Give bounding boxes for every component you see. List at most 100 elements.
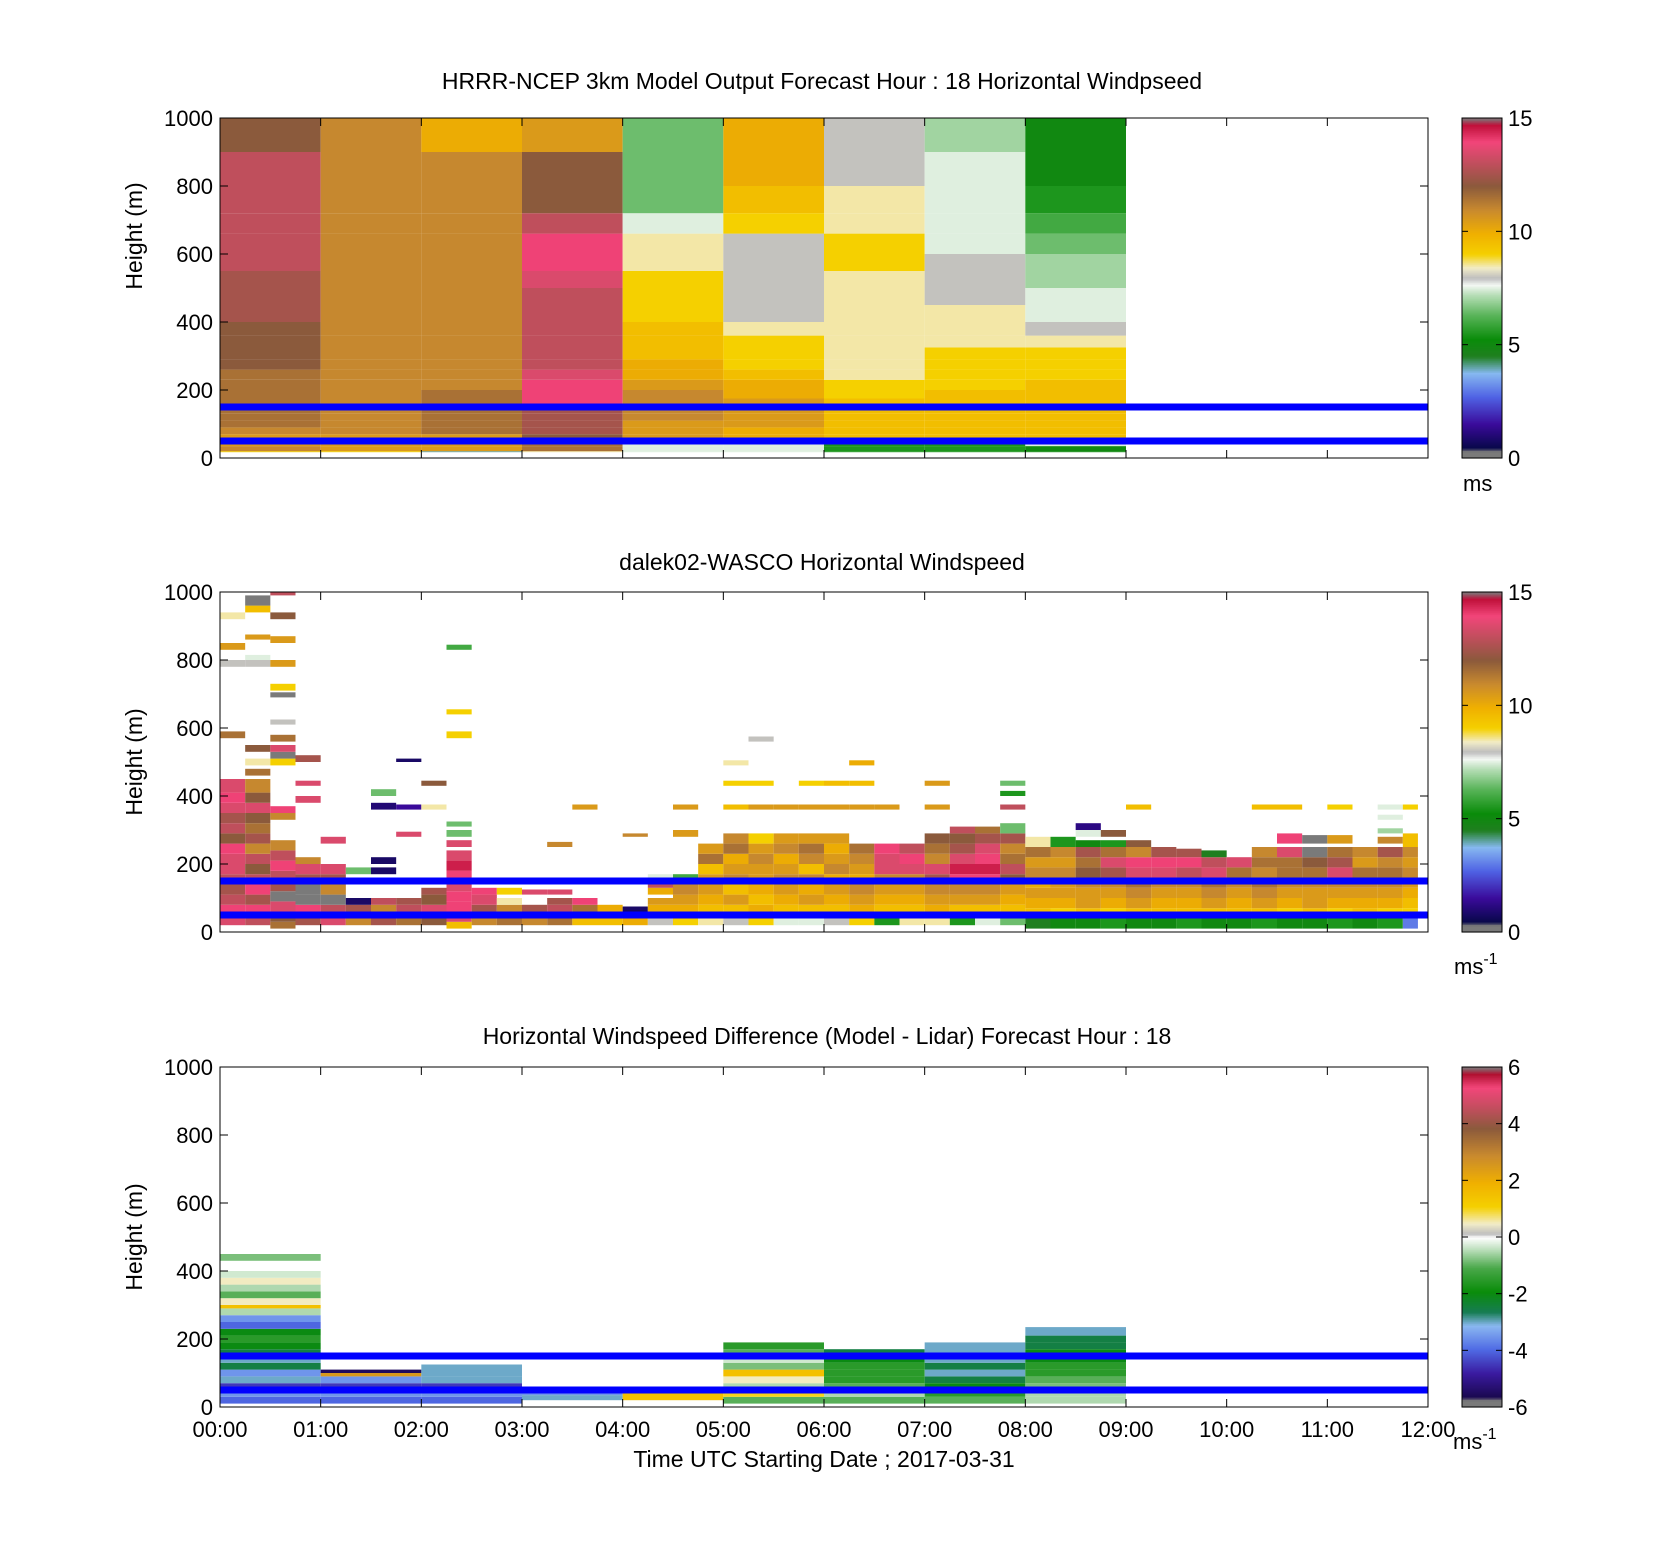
heatmap-cell	[949, 833, 975, 844]
panel-difference-ticks: 0 200 400 600 800 1000 00:00 01:00 02:00 03:00 04:…	[164, 1055, 1455, 1442]
heatmap-cell	[1352, 847, 1378, 858]
panel-model-guide-lines	[220, 403, 1428, 445]
heatmap-cell	[723, 213, 824, 234]
panel-lidar-ylabel: Height (m)	[121, 708, 147, 815]
heatmap-cell	[220, 233, 321, 254]
heatmap-cell	[698, 894, 724, 905]
heatmap-cell	[220, 643, 246, 650]
heatmap-cell	[824, 904, 850, 915]
heatmap-cell	[622, 118, 724, 152]
heatmap-cell	[320, 347, 422, 360]
colorbar-tick-label: 10	[1508, 693, 1532, 718]
heatmap-cell	[1126, 840, 1152, 847]
heatmap-cell	[270, 745, 296, 752]
heatmap-cell	[1327, 847, 1353, 858]
heatmap-cell	[1277, 804, 1303, 810]
heatmap-cell	[220, 1254, 321, 1261]
heatmap-cell	[245, 833, 271, 844]
heatmap-cell	[220, 843, 246, 854]
heatmap-cell	[1025, 847, 1051, 858]
heatmap-cell	[547, 904, 573, 915]
heatmap-cell	[899, 864, 925, 875]
heatmap-cell	[1075, 918, 1101, 929]
heatmap-cell	[1025, 379, 1126, 390]
heatmap-cell	[1151, 857, 1177, 868]
heatmap-cell	[924, 335, 1026, 348]
heatmap-cell	[798, 864, 824, 875]
heatmap-cell	[220, 1305, 321, 1309]
heatmap-cell	[622, 427, 724, 435]
heatmap-cell	[220, 186, 321, 214]
colorbar-tick-label: -4	[1508, 1338, 1528, 1363]
heatmap-cell	[1025, 857, 1051, 868]
heatmap-cell	[748, 736, 774, 742]
heatmap-cell	[421, 118, 522, 152]
heatmap-cell	[446, 860, 472, 871]
heatmap-cell	[924, 347, 1026, 360]
heatmap-cell	[975, 826, 1001, 834]
heatmap-cell	[1025, 390, 1126, 399]
heatmap-cell	[396, 898, 422, 905]
heatmap-cell	[1100, 918, 1126, 929]
heatmap-cell	[220, 1342, 321, 1350]
heatmap-cell	[1100, 847, 1126, 858]
heatmap-cell	[220, 853, 246, 864]
heatmap-cell	[421, 915, 447, 926]
heatmap-cell	[924, 254, 1026, 271]
heatmap-cell	[748, 843, 774, 854]
heatmap-cell	[220, 420, 321, 428]
heatmap-cell	[220, 152, 321, 186]
heatmap-cell	[1377, 814, 1403, 820]
heatmap-cell	[547, 889, 573, 895]
y-tick-label: 200	[176, 852, 213, 877]
heatmap-cell	[723, 894, 749, 905]
heatmap-cell	[547, 915, 573, 926]
heatmap-cell	[320, 413, 422, 421]
heatmap-cell	[446, 709, 472, 715]
heatmap-cell	[622, 833, 648, 837]
heatmap-cell	[1100, 830, 1126, 837]
heatmap-cell	[1050, 887, 1076, 898]
heatmap-cell	[1402, 804, 1418, 810]
y-tick-label: 600	[176, 716, 213, 741]
heatmap-cell	[1050, 836, 1076, 847]
heatmap-cell	[1075, 823, 1101, 830]
heatmap-cell	[1377, 918, 1403, 929]
heatmap-cell	[220, 779, 246, 793]
y-tick-label: 400	[176, 1259, 213, 1284]
heatmap-cell	[446, 901, 472, 912]
heatmap-cell	[924, 390, 1026, 399]
heatmap-cell	[1126, 857, 1152, 868]
heatmap-cell	[396, 915, 422, 926]
heatmap-cell	[320, 390, 422, 399]
heatmap-cell	[824, 894, 850, 905]
heatmap-cell	[320, 379, 422, 390]
heatmap-cell	[320, 305, 422, 322]
heatmap-cell	[220, 118, 321, 152]
colorbar-tick-label: 5	[1508, 807, 1520, 832]
heatmap-cell	[522, 118, 623, 152]
heatmap-cell	[220, 359, 321, 370]
heatmap-cell	[345, 915, 371, 926]
heatmap-cell	[824, 413, 925, 421]
heatmap-cell	[798, 904, 824, 915]
panel-difference-title: Horizontal Windspeed Difference (Model -…	[483, 1023, 1172, 1049]
x-tick-label: 12:00	[1400, 1417, 1455, 1442]
panel-difference-guide-lines	[220, 1352, 1428, 1394]
heatmap-cell	[824, 833, 850, 844]
heatmap-cell	[295, 864, 321, 875]
heatmap-cell	[446, 830, 472, 837]
heatmap-cell	[522, 305, 623, 322]
panel-lidar-ticks: 0 200 400 600 800 1000	[164, 580, 1429, 945]
heatmap-cell	[220, 1291, 321, 1299]
heatmap-cell	[824, 1376, 925, 1384]
heatmap-cell	[1151, 918, 1177, 929]
heatmap-cell	[245, 802, 271, 813]
heatmap-cell	[723, 271, 824, 288]
heatmap-cell	[748, 780, 774, 786]
heatmap-cell	[220, 335, 321, 348]
heatmap-cell	[899, 915, 925, 926]
heatmap-cell	[1126, 898, 1152, 909]
heatmap-cell	[396, 804, 422, 810]
heatmap-cell	[396, 831, 422, 837]
